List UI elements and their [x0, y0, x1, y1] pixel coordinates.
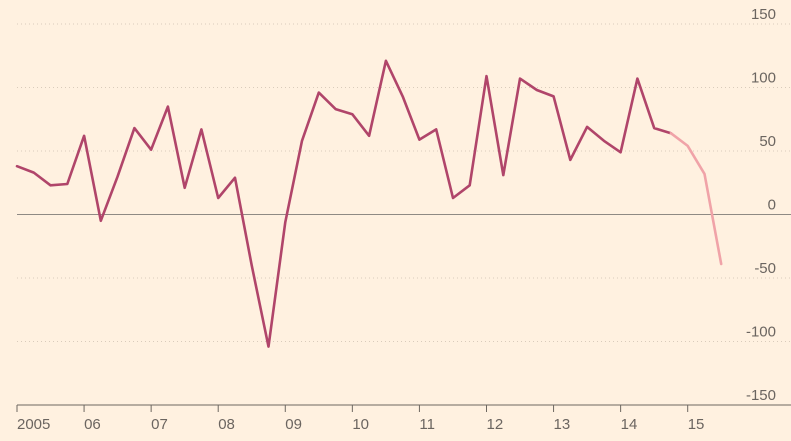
x-tick-label: 14 — [621, 416, 638, 433]
y-tick-label: 50 — [759, 133, 776, 150]
forecast-series-line — [669, 131, 723, 266]
x-tick-label: 15 — [688, 416, 705, 433]
y-tick-label: 100 — [751, 70, 776, 87]
x-tick-label: 06 — [84, 416, 101, 433]
x-tick-label: 11 — [419, 416, 435, 433]
x-tick-label: 07 — [151, 416, 168, 433]
actual-series-line — [15, 59, 673, 348]
x-tick-label: 08 — [218, 416, 235, 433]
x-tick-label: 12 — [486, 416, 503, 433]
x-axis: 2005 06 07 08 09 10 11 12 13 14 15 — [16, 404, 791, 433]
series-lines — [15, 59, 723, 348]
y-tick-label: -50 — [754, 260, 776, 277]
x-tick-label: 10 — [352, 416, 369, 433]
y-tick-label: 150 — [751, 6, 776, 23]
gridlines — [17, 23, 791, 342]
x-tick-label: 2005 — [17, 416, 50, 433]
y-tick-label: -150 — [746, 387, 776, 404]
y-axis-labels: 150 100 50 0 -50 -100 -150 — [746, 6, 776, 404]
y-tick-label: 0 — [768, 197, 776, 214]
y-tick-label: -100 — [746, 324, 776, 341]
x-tick-label: 09 — [285, 416, 302, 433]
x-tick-label: 13 — [554, 416, 571, 433]
